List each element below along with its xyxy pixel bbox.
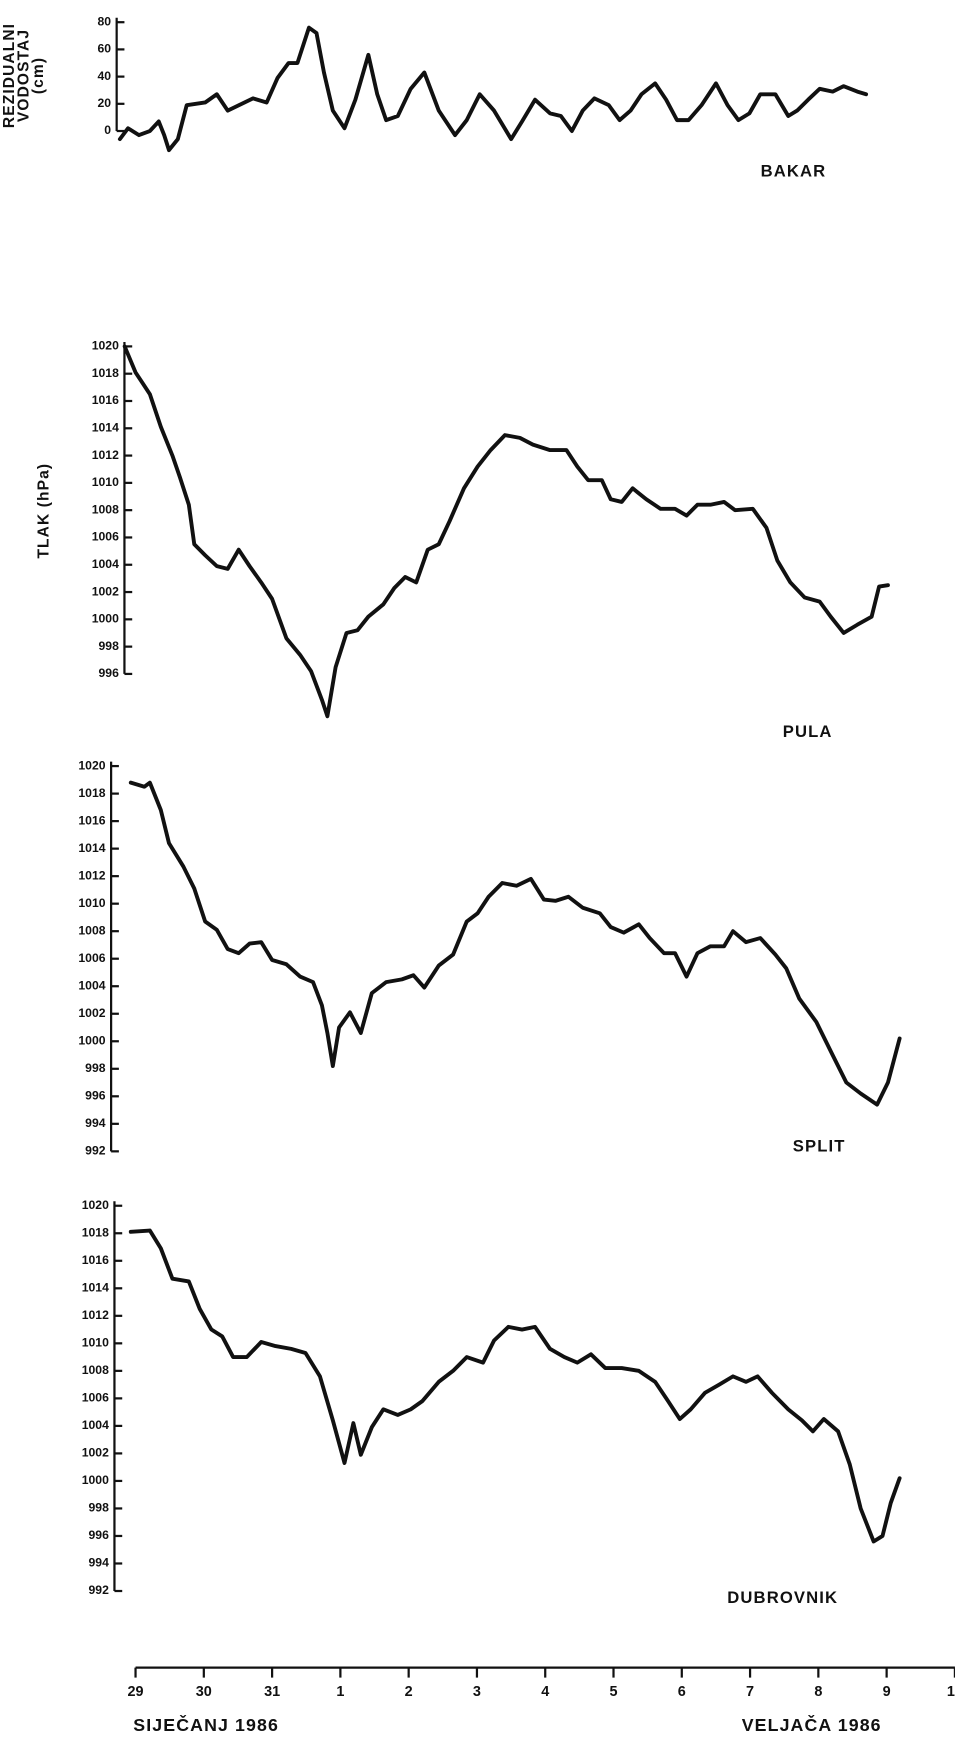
month-label: SIJEČANJ 1986 — [133, 1714, 279, 1735]
y-axis-label: (cm) — [30, 57, 47, 94]
y-tick-label: 1008 — [78, 923, 105, 937]
y-tick-label: 1006 — [78, 951, 105, 965]
y-tick-label: 1012 — [78, 868, 105, 882]
y-tick-label: 996 — [85, 1089, 106, 1103]
y-tick-label: 1008 — [92, 502, 119, 516]
y-tick-label: 992 — [85, 1144, 106, 1158]
data-line — [128, 780, 902, 1107]
station-label: PULA — [783, 722, 833, 741]
y-tick-label: 1010 — [82, 1336, 109, 1350]
y-tick-label: 996 — [89, 1528, 110, 1542]
x-tick-label: 6 — [678, 1684, 686, 1700]
y-tick-label: 1012 — [92, 448, 119, 462]
y-tick-label: 1002 — [82, 1446, 109, 1460]
y-tick-label: 20 — [98, 96, 112, 110]
y-axis-label: TLAK (hPa) — [36, 463, 53, 559]
data-line — [128, 1228, 902, 1544]
y-tick-label: 0 — [104, 123, 111, 137]
x-tick-label: 3 — [473, 1684, 481, 1700]
y-tick-label: 1010 — [92, 475, 119, 489]
y-tick-label: 992 — [89, 1583, 110, 1597]
y-tick-label: 1006 — [92, 530, 119, 544]
y-tick-label: 998 — [89, 1501, 110, 1515]
y-tick-label: 1004 — [78, 978, 105, 992]
y-tick-label: 1018 — [78, 786, 105, 800]
y-tick-label: 1004 — [82, 1418, 109, 1432]
x-tick-label: 31 — [264, 1684, 280, 1700]
y-tick-label: 1020 — [78, 758, 105, 772]
station-label: DUBROVNIK — [727, 1588, 838, 1607]
y-tick-label: 1014 — [82, 1281, 109, 1295]
y-axis-label: REZIDUALNI — [1, 23, 18, 128]
y-tick-label: 994 — [89, 1556, 110, 1570]
station-label: BAKAR — [761, 161, 827, 180]
y-tick-label: 1000 — [82, 1473, 109, 1487]
y-tick-label: 994 — [85, 1116, 106, 1130]
month-label: VELJAČA 1986 — [742, 1714, 882, 1735]
y-tick-label: 1010 — [78, 896, 105, 910]
x-tick-label: 1 — [336, 1684, 344, 1700]
y-tick-label: 996 — [99, 666, 120, 680]
y-tick-label: 1012 — [82, 1308, 109, 1322]
y-tick-label: 1016 — [92, 393, 119, 407]
x-tick-label: 8 — [814, 1684, 822, 1700]
y-tick-label: 1016 — [78, 813, 105, 827]
x-tick-label: 29 — [128, 1684, 144, 1700]
station-label: SPLIT — [793, 1136, 846, 1155]
y-tick-label: 80 — [98, 14, 112, 28]
y-tick-label: 998 — [85, 1061, 106, 1075]
y-tick-label: 998 — [99, 639, 120, 653]
y-tick-label: 1000 — [92, 612, 119, 626]
x-tick-label: 10 — [947, 1684, 955, 1700]
data-line — [117, 25, 869, 153]
y-tick-label: 1000 — [78, 1033, 105, 1047]
y-tick-label: 60 — [98, 42, 112, 56]
y-tick-label: 1006 — [82, 1391, 109, 1405]
x-tick-label: 9 — [883, 1684, 891, 1700]
x-tick-label: 7 — [746, 1684, 754, 1700]
y-tick-label: 1004 — [92, 557, 119, 571]
y-axis-label: VODOSTAJ — [16, 29, 33, 122]
x-tick-label: 5 — [609, 1684, 617, 1700]
y-tick-label: 1020 — [82, 1198, 109, 1212]
x-tick-label: 4 — [541, 1684, 549, 1700]
y-tick-label: 1002 — [92, 584, 119, 598]
y-tick-label: 1018 — [82, 1225, 109, 1239]
x-tick-label: 2 — [405, 1684, 413, 1700]
y-tick-label: 1016 — [82, 1253, 109, 1267]
y-tick-label: 1018 — [92, 366, 119, 380]
y-tick-label: 1002 — [78, 1006, 105, 1020]
y-tick-label: 1014 — [92, 421, 119, 435]
y-tick-label: 1020 — [92, 339, 119, 353]
x-tick-label: 30 — [196, 1684, 212, 1700]
y-tick-label: 40 — [98, 69, 112, 83]
data-line — [122, 344, 890, 719]
y-tick-label: 1008 — [82, 1363, 109, 1377]
y-tick-label: 1014 — [78, 841, 105, 855]
